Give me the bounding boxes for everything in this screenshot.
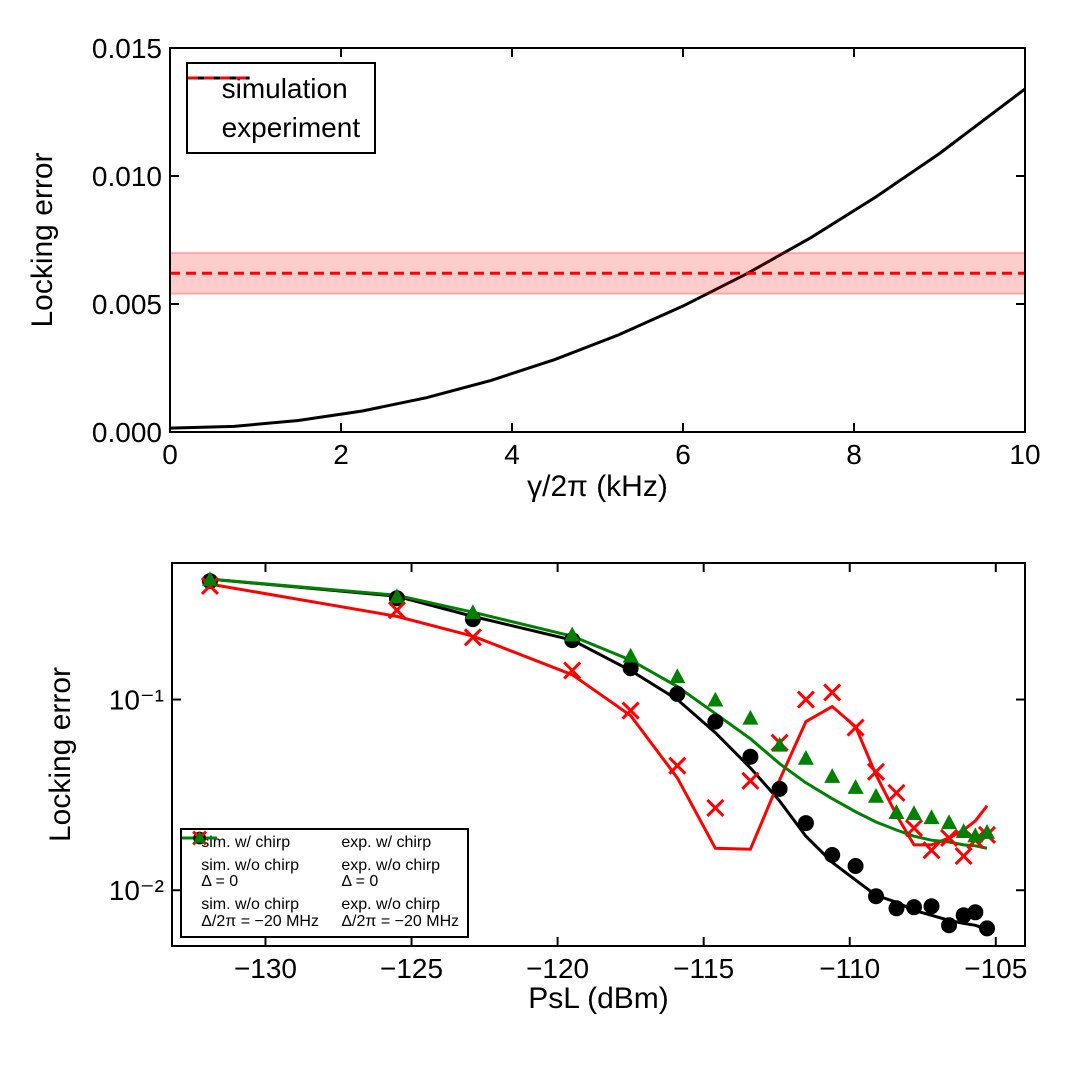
y-axis-label: Locking error [44, 667, 77, 842]
marker [464, 604, 481, 620]
marker [866, 762, 886, 781]
marker [923, 898, 940, 915]
legend-label: experiment [221, 111, 361, 143]
marker [824, 847, 841, 864]
marker [941, 814, 958, 830]
plot-area [200, 571, 997, 937]
series-line [209, 577, 988, 850]
x-tick-label: −110 [819, 953, 880, 984]
x-tick-label: −105 [964, 953, 1027, 984]
marker [622, 647, 639, 663]
legend: sim. w/ chirp sim. w/o chirp Δ = 0 sim. w/… [180, 827, 470, 938]
marker [888, 900, 905, 917]
x-tick-label: 6 [675, 439, 691, 470]
x-tick-label: −115 [673, 953, 734, 984]
marker [824, 768, 841, 783]
marker [621, 701, 640, 720]
marker [622, 660, 639, 677]
legend: simulation experiment [186, 62, 377, 155]
marker [388, 588, 405, 604]
legend-label: sim. w/o chirp Δ = 0 [201, 856, 299, 891]
legend-label: exp. w/ chirp [341, 834, 432, 852]
legend-key [193, 830, 206, 843]
marker [463, 628, 482, 647]
marker [955, 823, 972, 839]
marker [904, 818, 924, 838]
marker [771, 736, 788, 752]
marker [846, 718, 865, 737]
x-tick-label: 4 [504, 439, 520, 470]
series-line [209, 582, 989, 851]
marker [979, 824, 996, 839]
legend-label: sim. w/o chirp Δ/2π = −20 MHz [201, 895, 319, 930]
x-tick-label: 8 [846, 439, 862, 470]
marker [669, 685, 686, 702]
marker [797, 749, 814, 765]
marker [669, 668, 686, 684]
marker [742, 709, 759, 725]
marker [771, 780, 788, 797]
marker [979, 920, 996, 937]
marker [905, 805, 922, 821]
legend-label: exp. w/o chirp Δ/2π = −20 MHz [341, 895, 460, 930]
x-axis-label: γ/2π (kHz) [527, 470, 668, 503]
marker [706, 798, 725, 818]
marker [796, 690, 815, 709]
x-tick-label: −120 [526, 953, 589, 984]
y-tick-label: 10⁻² [109, 875, 164, 906]
marker [923, 809, 940, 825]
marker [707, 713, 724, 730]
x-tick-label: 0 [162, 439, 178, 470]
marker [201, 571, 218, 587]
y-tick-label: 0.005 [92, 289, 162, 320]
series-line [170, 87, 1025, 430]
marker [888, 804, 905, 820]
x-tick-label: −130 [234, 953, 297, 984]
marker [967, 904, 984, 921]
marker [868, 888, 885, 905]
marker [797, 815, 814, 832]
y-tick-label: 10⁻¹ [109, 685, 164, 716]
legend-key [188, 76, 250, 80]
x-tick-label: 10 [1009, 439, 1040, 470]
y-tick-label: 0.010 [92, 161, 162, 192]
plot-area [170, 87, 1025, 430]
marker [564, 626, 581, 642]
marker [387, 601, 406, 620]
x-axis-label: PsL (dBm) [528, 982, 669, 1015]
marker [847, 779, 864, 794]
legend-label: exp. w/o chirp Δ = 0 [341, 856, 441, 891]
y-tick-label: 0.015 [92, 33, 162, 64]
x-tick-label: −125 [380, 953, 443, 984]
marker [741, 771, 760, 790]
x-tick-label: 2 [333, 439, 349, 470]
marker [905, 899, 922, 916]
axes-frame [169, 47, 1026, 433]
y-tick-label: 0.000 [92, 417, 162, 448]
marker [742, 748, 759, 765]
axes-frame [171, 562, 1026, 947]
marker [939, 828, 959, 848]
marker [868, 788, 885, 803]
legend-label: sim. w/ chirp [201, 834, 291, 852]
marker [707, 691, 724, 707]
marker [563, 661, 582, 680]
marker [941, 917, 958, 934]
y-axis-label: Locking error [26, 152, 59, 327]
marker [954, 847, 973, 866]
marker [922, 841, 941, 860]
marker [887, 783, 906, 802]
marker [847, 857, 864, 874]
marker [668, 756, 687, 775]
marker [193, 830, 206, 843]
marker [823, 683, 842, 702]
